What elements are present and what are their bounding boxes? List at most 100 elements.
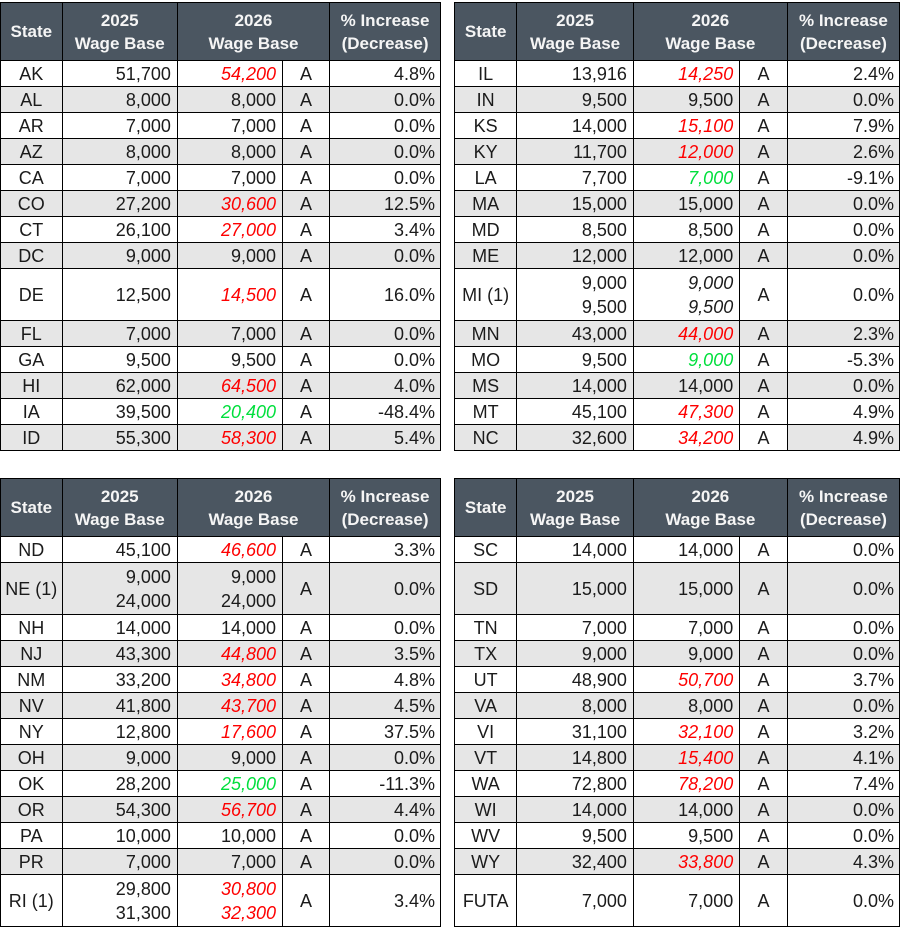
flag-a: A — [282, 744, 331, 771]
wage-base-2025: 9,500 — [516, 86, 634, 113]
wage-base-2025: 8,500 — [516, 216, 634, 243]
wage-base-2025: 48,900 — [516, 666, 634, 693]
table-row: CT 26,100 27,000 A 3.4% — [0, 216, 441, 243]
table-row: PR 7,000 7,000 A 0.0% — [0, 848, 441, 875]
flag-a: A — [739, 692, 788, 719]
header-row: State 2025 Wage Base 2026 Wage Base % In… — [453, 478, 901, 537]
state-label: ME — [453, 242, 518, 269]
wage-base-2026: 14,000 — [632, 536, 741, 563]
flag-a: A — [739, 86, 788, 113]
wage-base-2026: 34,800 — [176, 666, 284, 693]
wage-base-2025: 14,000 — [516, 372, 634, 399]
state-label: WI — [453, 796, 518, 823]
wage-base-2025: 15,000 — [516, 562, 634, 615]
header-row: State 2025 Wage Base 2026 Wage Base % In… — [0, 2, 441, 61]
table-row: VT 14,800 15,400 A 4.1% — [453, 744, 901, 771]
flag-a: A — [739, 822, 788, 849]
pct-change: 12.5% — [329, 190, 441, 217]
pct-change: 0.0% — [329, 346, 441, 373]
wage-base-2026: 50,700 — [632, 666, 741, 693]
pct-change: 4.0% — [329, 372, 441, 399]
state-label: OR — [0, 796, 63, 823]
wage-base-2025: 41,800 — [61, 692, 178, 719]
table-row: LA 7,700 7,000 A -9.1% — [453, 164, 901, 191]
wage-base-2025: 62,000 — [61, 372, 178, 399]
wage-base-2025: 9,000 — [61, 744, 178, 771]
state-label: SD — [453, 562, 518, 615]
flag-a: A — [282, 562, 331, 615]
pct-change: 7.4% — [786, 770, 901, 797]
wage-base-2025: 72,800 — [516, 770, 634, 797]
state-label: MO — [453, 346, 518, 373]
flag-a: A — [282, 372, 331, 399]
pct-change: 3.5% — [329, 640, 441, 667]
header-state: State — [0, 478, 63, 537]
table-row: RI (1) 29,800 31,300 30,800 32,300 A 3.4% — [0, 874, 441, 927]
state-label: IA — [0, 398, 63, 425]
flag-a: A — [739, 242, 788, 269]
wage-base-2026: 7,000 — [632, 874, 741, 927]
table-row: ND 45,100 46,600 A 3.3% — [0, 536, 441, 563]
table-row: MA 15,000 15,000 A 0.0% — [453, 190, 901, 217]
flag-a: A — [739, 372, 788, 399]
state-label: MN — [453, 320, 518, 347]
table-row: NM 33,200 34,800 A 4.8% — [0, 666, 441, 693]
table-row: IA 39,500 20,400 A -48.4% — [0, 398, 441, 425]
pct-change: 0.0% — [329, 112, 441, 139]
pct-change: 0.0% — [329, 822, 441, 849]
table-row: SC 14,000 14,000 A 0.0% — [453, 536, 901, 563]
wage-base-2026: 7,000 — [176, 164, 284, 191]
flag-a: A — [282, 692, 331, 719]
wage-base-2025: 9,000 24,000 — [61, 562, 178, 615]
state-label: DE — [0, 268, 63, 321]
table-row: GA 9,500 9,500 A 0.0% — [0, 346, 441, 373]
table-row: MI (1) 9,000 9,500 9,000 9,500 A 0.0% — [453, 268, 901, 321]
header-row: State 2025 Wage Base 2026 Wage Base % In… — [0, 478, 441, 537]
state-label: KY — [453, 138, 518, 165]
flag-a: A — [739, 614, 788, 641]
state-label: LA — [453, 164, 518, 191]
pct-change: -48.4% — [329, 398, 441, 425]
flag-a: A — [282, 268, 331, 321]
pct-change: 37.5% — [329, 718, 441, 745]
flag-a: A — [282, 86, 331, 113]
table-row: IN 9,500 9,500 A 0.0% — [453, 86, 901, 113]
state-label: MS — [453, 372, 518, 399]
pct-change: 0.0% — [329, 242, 441, 269]
wage-base-2026: 7,000 — [176, 320, 284, 347]
flag-a: A — [739, 424, 788, 451]
table-row: VI 31,100 32,100 A 3.2% — [453, 718, 901, 745]
pct-change: 0.0% — [786, 268, 901, 321]
state-label: KS — [453, 112, 518, 139]
wage-base-2025: 9,000 — [516, 640, 634, 667]
wage-base-2025: 14,000 — [516, 112, 634, 139]
flag-a: A — [739, 164, 788, 191]
wage-base-2025: 26,100 — [61, 216, 178, 243]
state-label: IN — [453, 86, 518, 113]
wage-base-2026: 9,000 — [632, 640, 741, 667]
wage-base-2026: 9,500 — [176, 346, 284, 373]
pct-change: 0.0% — [329, 848, 441, 875]
header-state: State — [0, 2, 63, 61]
wage-base-2026: 15,100 — [632, 112, 741, 139]
flag-a: A — [739, 190, 788, 217]
state-label: WA — [453, 770, 518, 797]
flag-a: A — [739, 770, 788, 797]
table-row: IL 13,916 14,250 A 2.4% — [453, 60, 901, 87]
pct-change: 0.0% — [786, 562, 901, 615]
wage-base-2026: 64,500 — [176, 372, 284, 399]
table-row: AL 8,000 8,000 A 0.0% — [0, 86, 441, 113]
state-label: AR — [0, 112, 63, 139]
flag-a: A — [282, 614, 331, 641]
pct-change: 3.7% — [786, 666, 901, 693]
table-row: AR 7,000 7,000 A 0.0% — [0, 112, 441, 139]
state-label: WV — [453, 822, 518, 849]
wage-base-2026: 15,000 — [632, 562, 741, 615]
wage-base-2025: 9,500 — [516, 346, 634, 373]
pct-change: -5.3% — [786, 346, 901, 373]
wage-base-2025: 12,800 — [61, 718, 178, 745]
pct-change: 4.9% — [786, 398, 901, 425]
state-label: TN — [453, 614, 518, 641]
wage-base-2025: 14,000 — [516, 536, 634, 563]
wage-base-2025: 51,700 — [61, 60, 178, 87]
